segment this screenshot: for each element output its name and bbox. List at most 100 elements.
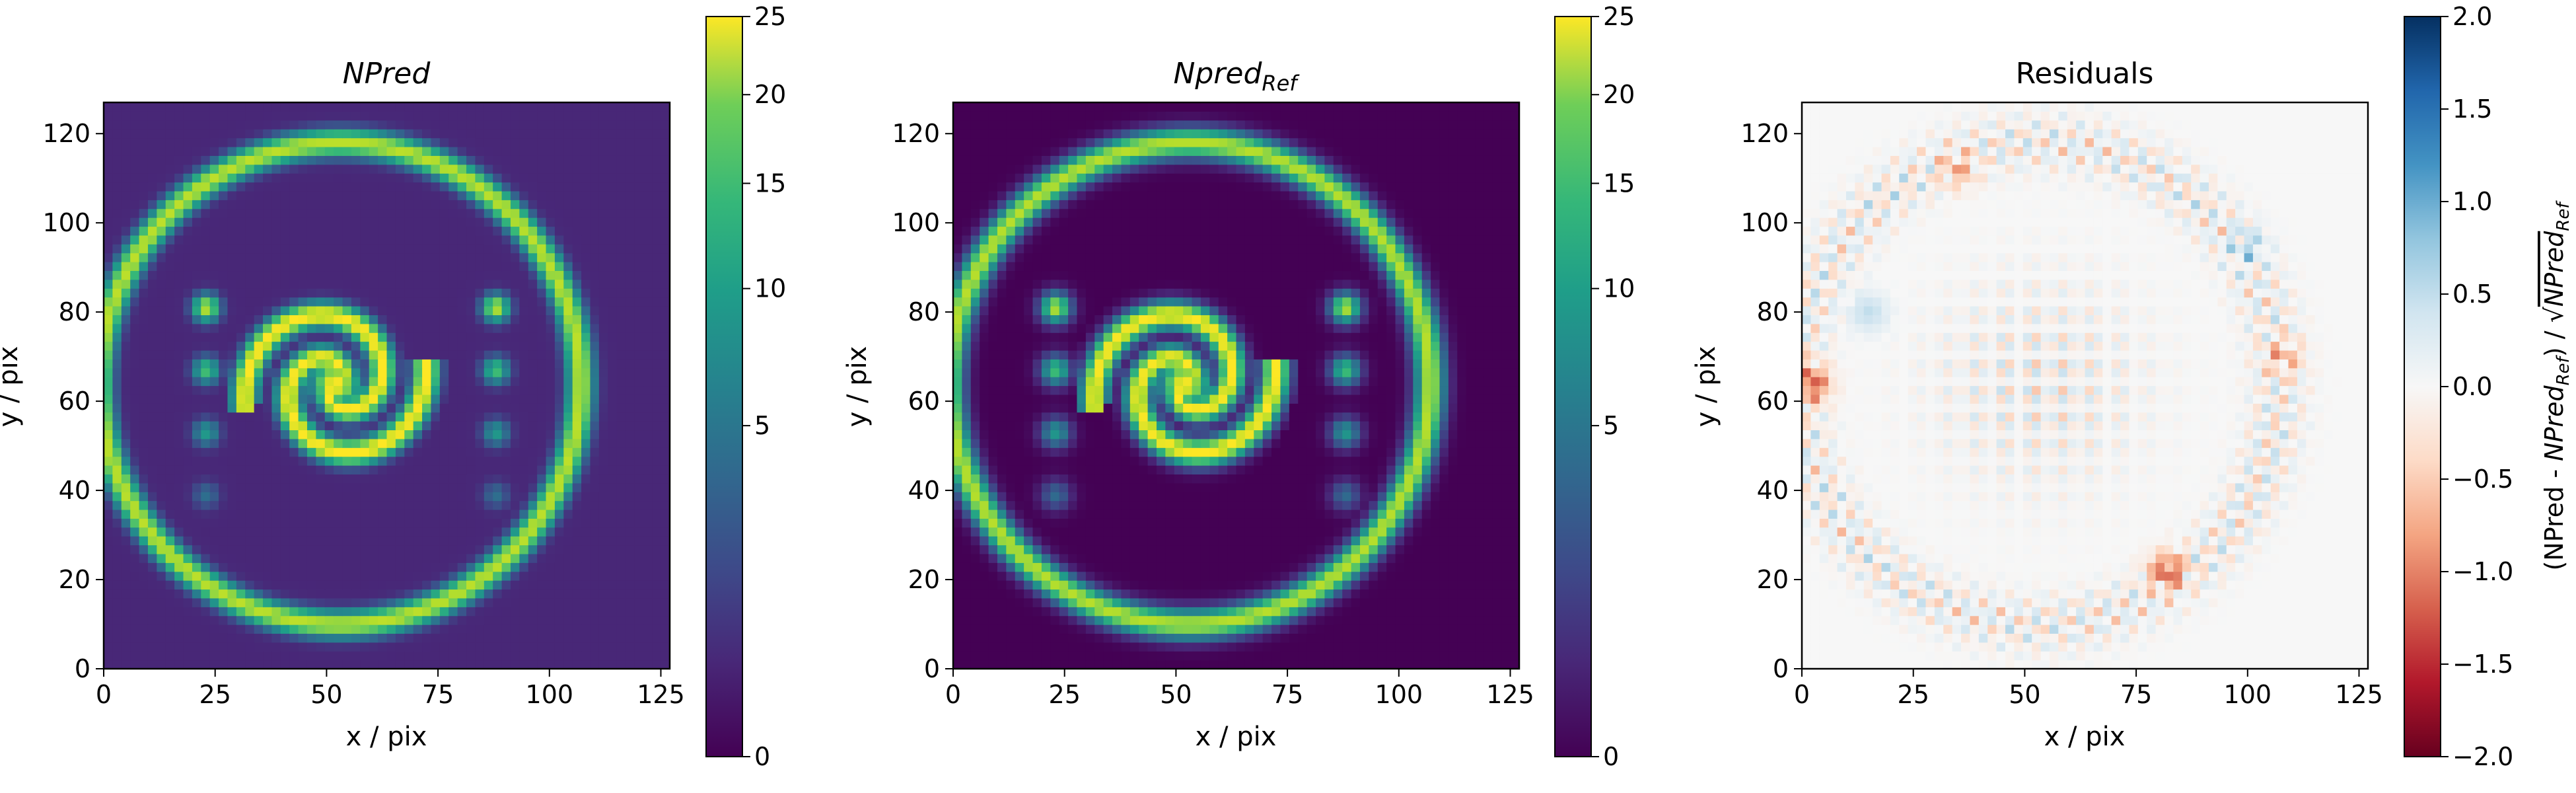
- heatmap-cell: [466, 332, 476, 342]
- heatmap-cell: [201, 403, 211, 413]
- heatmap-cell: [183, 633, 193, 643]
- heatmap-cell: [1386, 624, 1396, 634]
- heatmap-cell: [563, 305, 573, 315]
- heatmap-cell: [245, 288, 255, 298]
- heatmap-cell: [439, 580, 449, 590]
- heatmap-cell: [263, 129, 273, 139]
- heatmap-cell: [1386, 660, 1396, 669]
- heatmap-cell: [1254, 571, 1264, 581]
- heatmap-cell: [157, 412, 166, 422]
- heatmap-cell: [652, 651, 662, 661]
- heatmap-cell: [147, 367, 157, 377]
- heatmap-cell: [157, 173, 166, 183]
- heatmap-cell: [1183, 651, 1193, 661]
- heatmap-cell: [104, 111, 113, 121]
- heatmap-cell: [510, 660, 520, 669]
- heatmap-cell: [457, 137, 467, 147]
- heatmap-cell: [263, 589, 273, 599]
- heatmap-cell: [554, 190, 564, 200]
- heatmap-cell: [219, 244, 229, 254]
- heatmap-cell: [306, 642, 316, 652]
- heatmap-cell: [519, 553, 529, 563]
- heatmap-cell: [962, 553, 972, 563]
- heatmap-cell: [263, 137, 273, 147]
- heatmap-cell: [1280, 597, 1290, 607]
- heatmap-cell: [431, 262, 441, 272]
- heatmap-cell: [245, 509, 255, 519]
- heatmap-cell: [360, 200, 370, 209]
- y-tick-label: 100: [42, 208, 90, 237]
- heatmap-cell: [546, 190, 555, 200]
- heatmap-cell: [510, 190, 520, 200]
- heatmap-cell: [572, 553, 582, 563]
- heatmap-cell: [157, 332, 166, 342]
- heatmap-cell: [112, 624, 122, 634]
- heatmap-cell: [104, 597, 113, 607]
- heatmap-cell: [104, 421, 113, 431]
- heatmap-cell: [510, 562, 520, 572]
- heatmap-cell: [1342, 642, 1352, 652]
- heatmap-cell: [563, 607, 573, 617]
- heatmap-cell: [263, 235, 273, 245]
- heatmap-cell: [475, 597, 485, 607]
- heatmap-cell: [634, 182, 644, 192]
- heatmap-cell: [652, 252, 662, 262]
- heatmap-cell: [643, 474, 653, 484]
- heatmap-cell: [483, 244, 493, 254]
- heatmap-cell: [483, 350, 493, 359]
- heatmap-cell: [528, 102, 538, 112]
- heatmap-cell: [457, 367, 467, 377]
- heatmap-cell: [306, 305, 316, 315]
- heatmap-cell: [1289, 642, 1299, 652]
- heatmap-cell: [174, 447, 184, 457]
- heatmap-cell: [165, 580, 175, 590]
- heatmap-cell: [245, 279, 255, 289]
- heatmap-cell: [245, 359, 255, 369]
- heatmap-cell: [351, 208, 361, 218]
- heatmap-cell: [581, 607, 591, 617]
- heatmap-cell: [431, 651, 441, 661]
- heatmap-cell: [395, 571, 405, 581]
- heatmap-cell: [147, 208, 157, 218]
- heatmap-cell: [483, 279, 493, 289]
- heatmap-cell: [1165, 633, 1175, 643]
- heatmap-cell: [104, 208, 113, 218]
- heatmap-cell: [201, 580, 211, 590]
- heatmap-cell: [475, 545, 485, 554]
- heatmap-cell: [962, 545, 972, 554]
- heatmap-cell: [219, 120, 229, 130]
- heatmap-cell: [395, 633, 405, 643]
- heatmap-cell: [147, 492, 157, 502]
- heatmap-cell: [263, 571, 273, 581]
- heatmap-cell: [227, 332, 237, 342]
- heatmap-cell: [219, 288, 229, 298]
- heatmap-cell: [634, 367, 644, 377]
- heatmap-cell: [616, 553, 626, 563]
- heatmap-cell: [165, 332, 175, 342]
- heatmap-cell: [1510, 615, 1520, 625]
- heatmap-cell: [324, 305, 334, 315]
- heatmap-cell: [174, 279, 184, 289]
- heatmap-cell: [183, 235, 193, 245]
- heatmap-cell: [1236, 571, 1246, 581]
- heatmap-cell: [546, 315, 555, 324]
- heatmap-cell: [147, 527, 157, 537]
- heatmap-cell: [1139, 624, 1149, 634]
- heatmap-cell: [271, 536, 281, 546]
- heatmap-cell: [537, 155, 547, 165]
- heatmap-cell: [519, 120, 529, 130]
- heatmap-cell: [448, 412, 458, 422]
- heatmap-cell: [537, 102, 547, 112]
- heatmap-cell: [1209, 660, 1219, 669]
- heatmap-cell: [590, 518, 600, 528]
- heatmap-cell: [112, 359, 122, 369]
- heatmap-cell: [147, 580, 157, 590]
- heatmap-cell: [1431, 633, 1441, 643]
- heatmap-cell: [572, 562, 582, 572]
- heatmap-cell: [1103, 633, 1113, 643]
- heatmap-cell: [590, 545, 600, 554]
- heatmap-cell: [546, 332, 555, 342]
- heatmap-cell: [546, 367, 555, 377]
- heatmap-cell: [457, 252, 467, 262]
- heatmap-cell: [563, 624, 573, 634]
